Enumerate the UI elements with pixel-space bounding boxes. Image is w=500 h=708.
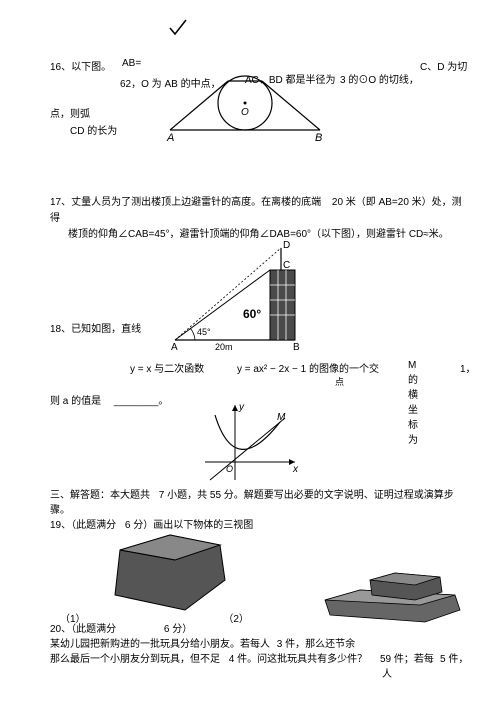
q18-text3: 则 a 的值是 xyxy=(50,396,101,407)
q16-line2a: 点，则弧 xyxy=(50,109,90,120)
q20-text2: 那么最后一个小朋友分到玩具，但不足 xyxy=(50,654,220,665)
q20-n5: 5 件， xyxy=(440,652,468,667)
q16-num: 16、以下图。 xyxy=(50,62,111,73)
q16-label-o: O xyxy=(241,107,249,118)
q20-ren: 人 xyxy=(382,667,392,682)
q17-angle2: 60° xyxy=(243,307,261,321)
q17-20m: 20m xyxy=(215,342,233,350)
q17-label-c: C xyxy=(283,260,290,271)
q17-text2: 楼顶的仰角∠CAB=45°，避雷针顶端的仰角∠DAB=60°（以下图），则避雷针… xyxy=(68,229,449,240)
q16-figure: A B O xyxy=(165,55,325,145)
q16-line2b: CD 的长为 xyxy=(70,126,117,137)
question-18: 18、已知如图，直线 xyxy=(50,320,470,335)
q18-figure: y x O M xyxy=(195,400,305,485)
q19-figure-1 xyxy=(90,520,240,620)
q20-n3: 3 件，那么还节余 xyxy=(277,639,355,650)
q18-label-x: x xyxy=(292,464,299,475)
q18-f3: 点 xyxy=(335,377,344,387)
question-17: 17、丈量人员为了测出楼顶上边避雷针的高度。在离楼的底端 20 米（即 AB=2… xyxy=(50,195,470,243)
q17-text1: 17、丈量人员为了测出楼顶上边避雷针的高度。在离楼的底端 xyxy=(50,197,321,208)
q18-text2: M 的横坐标为 xyxy=(408,360,418,446)
q20-n59: 59 件；若每 xyxy=(380,652,434,667)
q18-val1: 1， xyxy=(460,360,476,375)
s3-header: 三、解答题：本大题共 xyxy=(50,490,150,501)
checkmark-icon xyxy=(168,18,188,38)
q18-label-o: O xyxy=(226,464,233,474)
q16-radius: 3 的⊙O 的切线， xyxy=(340,71,419,86)
q18-f2: y = ax² − 2x − 1 的图像的一个交 xyxy=(237,364,379,375)
q18-text1: 18、已知如图，直线 xyxy=(50,324,141,335)
q16-label-a: A xyxy=(166,132,174,144)
q17-label-a: A xyxy=(171,342,178,350)
q18-blank: ________。 xyxy=(114,396,169,407)
q18-label-y: y xyxy=(238,402,245,413)
q19-figure-2 xyxy=(310,560,470,630)
q16-cd: C、D 为切 xyxy=(420,58,467,73)
q18-label-m: M xyxy=(277,412,286,423)
q20-text1: 某幼儿园把新购进的一批玩具分给小朋友。若每人 xyxy=(50,639,270,650)
q18-line3: 则 a 的值是 ________。 xyxy=(50,392,168,407)
question-20: 20、（此题满分 6 分） 某幼儿园把新购进的一批玩具分给小朋友。若每人 3 件… xyxy=(50,622,470,667)
q17-label-b: B xyxy=(293,342,300,350)
q20-num: 20、（此题满分 xyxy=(50,624,116,635)
q16-ab: AB= xyxy=(122,58,141,69)
q17-label-d: D xyxy=(283,240,290,251)
q20-pts: 6 分） xyxy=(164,624,192,635)
q16-label-b: B xyxy=(315,132,322,144)
q18-formula-line: y = x 与二次函数 y = ax² − 2x − 1 的图像的一个交 点 M… xyxy=(130,360,379,388)
q20-n4: 4 件。问这批玩具共有多少件？ xyxy=(229,654,367,665)
q18-f1: y = x 与二次函数 xyxy=(130,364,204,375)
